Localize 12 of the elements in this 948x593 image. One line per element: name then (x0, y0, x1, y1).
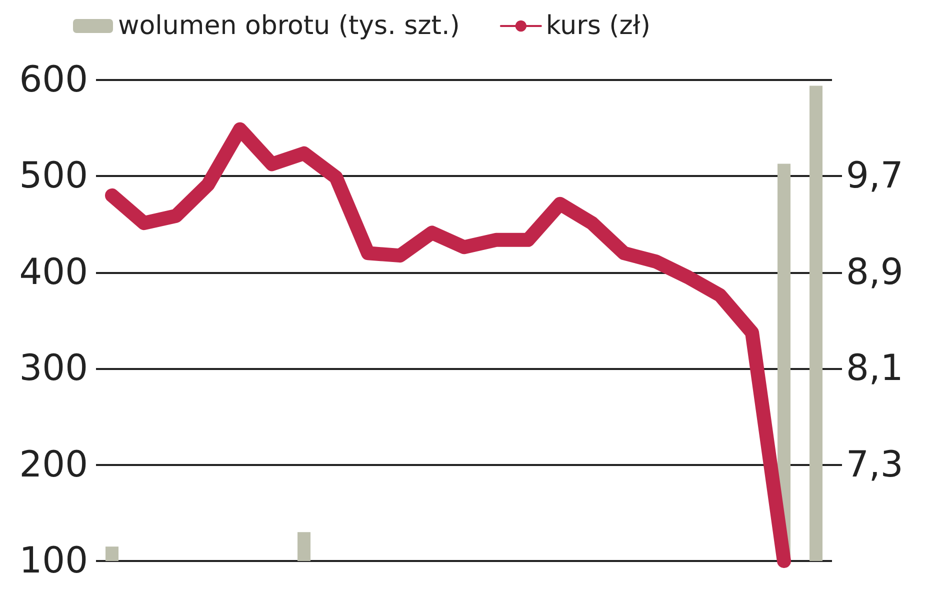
y-tick-label: 300 (19, 348, 88, 390)
y-tick-label: 400 (19, 252, 88, 293)
y2-tick-label: 9,7 (846, 156, 904, 197)
y-tick-label: 500 (19, 156, 88, 197)
y2-tick-label: 8,1 (846, 348, 904, 390)
y-tick-label: 100 (19, 540, 88, 582)
y2-tick-label: 8,9 (846, 252, 904, 293)
y-tick-label: 200 (19, 444, 88, 486)
y2-tick-label: 7,3 (846, 444, 904, 486)
legend-label: wolumen obrotu (tys. szt.) (118, 11, 460, 41)
y-tick-label: 600 (19, 60, 88, 100)
legend-label: kurs (zł) (546, 11, 650, 41)
